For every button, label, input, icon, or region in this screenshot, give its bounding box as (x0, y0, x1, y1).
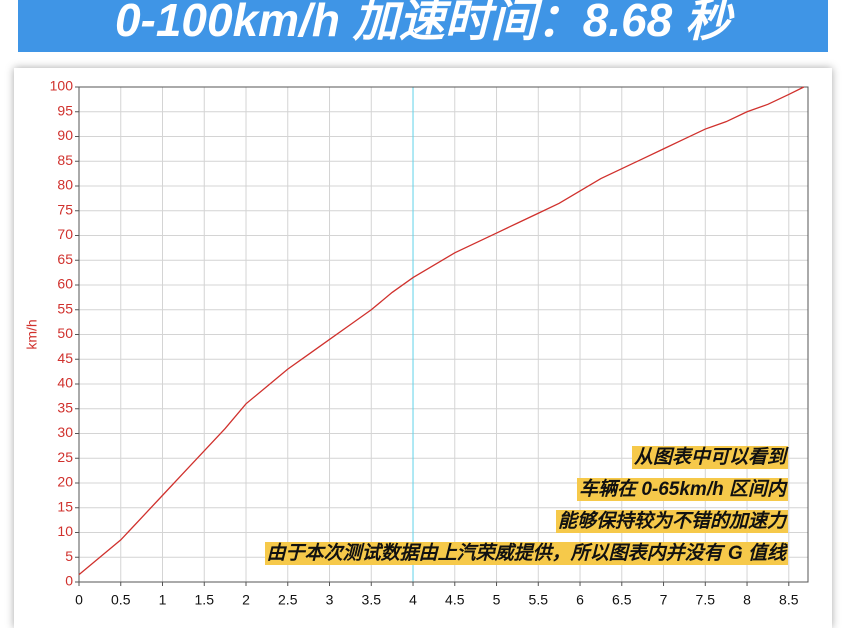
x-tick-label: 3.5 (362, 592, 382, 608)
y-tick-label: 5 (65, 548, 73, 564)
y-tick-label: 70 (57, 226, 73, 242)
annotation-line: 由于本次测试数据由上汽荣威提供，所以图表内并没有 G 值线 (264, 538, 788, 565)
x-tick-label: 7.5 (696, 592, 716, 608)
x-tick-label: 2.5 (278, 592, 298, 608)
y-tick-label: 30 (57, 424, 73, 440)
x-tick-label: 1 (159, 592, 167, 608)
annotation: 能够保持较为不错的加速力 (555, 510, 788, 533)
x-tick-label: 4 (409, 592, 417, 608)
y-tick-label: 20 (57, 474, 73, 490)
chart-title: 0-100km/h 加速时间：8.68 秒 (114, 0, 732, 46)
y-tick-label: 55 (57, 300, 73, 316)
y-tick-label: 100 (50, 78, 74, 94)
x-tick-label: 2 (242, 592, 250, 608)
y-tick-label: 75 (57, 201, 73, 217)
y-tick-label: 40 (57, 375, 73, 391)
y-tick-label: 25 (57, 449, 73, 465)
annotation-line: 从图表中可以看到 (265, 442, 788, 469)
data-line (78, 86, 805, 576)
y-tick-label: 45 (57, 350, 73, 366)
y-tick-label: 95 (57, 102, 73, 118)
x-tick-label: 6.5 (612, 592, 632, 608)
title-banner: 0-100km/h 加速时间：8.68 秒 (18, 0, 828, 52)
y-tick-label: 65 (57, 251, 73, 267)
x-tick-label: 8 (743, 592, 751, 608)
annotation: 由于本次测试数据由上汽荣威提供，所以图表内并没有 G 值线 (264, 542, 788, 565)
y-tick-label: 90 (57, 127, 73, 143)
annotation-line: 车辆在 0-65km/h 区间内 (265, 474, 788, 501)
x-tick-label: 6 (576, 592, 584, 608)
x-tick-label: 3 (326, 592, 334, 608)
y-tick-label: 50 (57, 325, 73, 341)
x-tick-label: 1.5 (195, 592, 215, 608)
annotations: 从图表中可以看到车辆在 0-65km/h 区间内能够保持较为不错的加速力由于本次… (264, 442, 788, 570)
x-tick-label: 7 (660, 592, 668, 608)
x-tick-label: 0.5 (111, 592, 131, 608)
x-tick-label: 0 (75, 592, 83, 608)
y-tick-label: 35 (57, 399, 73, 415)
annotation: 车辆在 0-65km/h 区间内 (577, 478, 788, 501)
y-tick-label: 15 (57, 498, 73, 514)
y-tick-label: 0 (65, 573, 73, 589)
y-tick-label: 60 (57, 276, 73, 292)
page: 0-100km/h 加速时间：8.68 秒 0 5 10 15 20 25 30 35 40 45… (18, 0, 828, 608)
x-tick-label: 5.5 (529, 592, 549, 608)
annotation: 从图表中可以看到 (631, 446, 788, 469)
x-tick-label: 5 (493, 592, 501, 608)
y-tick-label: 80 (57, 177, 73, 193)
x-tick-label: 8.5 (779, 592, 799, 608)
annotation-line: 能够保持较为不错的加速力 (265, 506, 788, 533)
y-tick-label: 85 (57, 152, 73, 168)
x-tick-label: 4.5 (445, 592, 465, 608)
y-axis-label: km/h (24, 319, 40, 349)
y-tick-label: 10 (57, 523, 73, 539)
plot-border (78, 86, 809, 583)
